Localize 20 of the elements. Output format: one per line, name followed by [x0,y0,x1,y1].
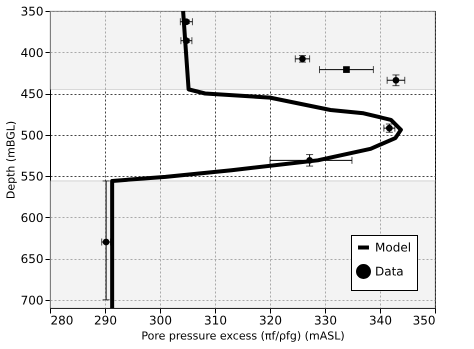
y-tick-label: 700 [20,293,44,308]
y-tick-label: 500 [20,128,44,142]
y-tick-label: 450 [20,87,44,101]
y-axis-title: Depth (mBGL) [4,120,18,200]
legend-label: Data [375,264,404,278]
x-tick-label: 300 [149,314,172,328]
legend-label: Model [375,240,412,254]
x-tick-label: 310 [204,314,227,328]
x-tick-label: 280 [50,314,74,328]
x-tick-label: 350 [412,314,436,328]
x-tick-label: 290 [94,314,117,328]
x-axis-title: Pore pressure excess (πf/ρfg) (mASL) [141,330,345,342]
y-tick-label: 350 [20,4,44,18]
x-tick-label: 330 [314,314,337,328]
y-tick-label: 650 [20,252,44,266]
x-tick-label: 320 [259,314,282,328]
y-tick-label: 400 [20,46,44,60]
y-tick-label: 600 [20,210,44,225]
x-tick-label: 340 [369,314,392,328]
y-tick-label: 550 [20,170,44,184]
